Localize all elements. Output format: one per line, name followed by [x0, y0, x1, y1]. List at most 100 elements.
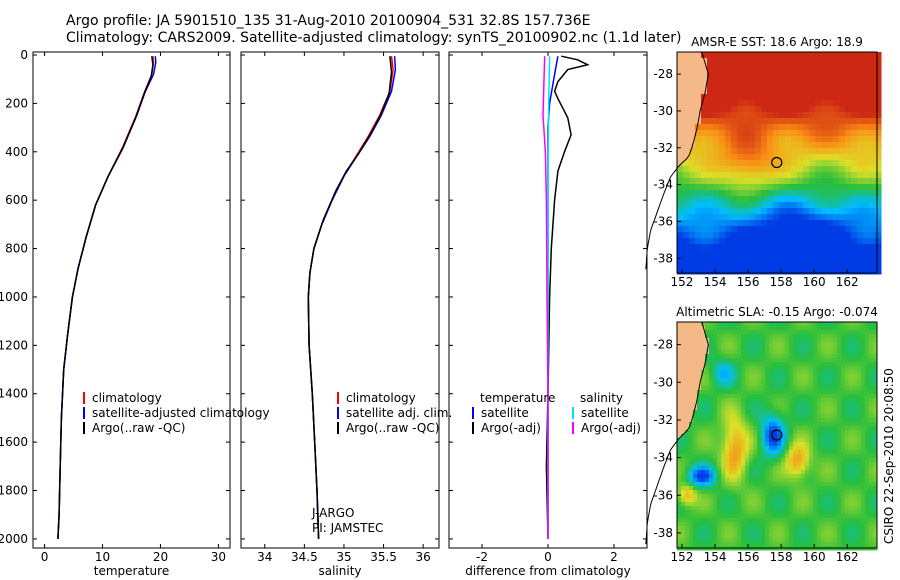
map-cell — [731, 142, 738, 149]
map-cell — [849, 474, 854, 479]
map-cell — [785, 542, 790, 547]
map-cell — [803, 220, 810, 227]
map-cell — [725, 450, 730, 455]
map-cell — [821, 82, 828, 89]
map-cell — [833, 374, 838, 379]
map-cell — [749, 334, 754, 339]
map-cell — [817, 538, 822, 543]
map-cell — [833, 58, 840, 65]
map-cell — [825, 386, 830, 391]
map-cell — [815, 178, 822, 185]
map-cell — [825, 354, 830, 359]
map-cell — [725, 70, 732, 77]
map-cell — [677, 470, 682, 475]
map-cell — [737, 250, 744, 257]
map-cell — [833, 458, 838, 463]
map-cell — [729, 386, 734, 391]
x-tick-label: 0 — [544, 550, 552, 564]
map-cell — [749, 450, 754, 455]
map-cell — [709, 394, 714, 399]
map-cell — [797, 172, 804, 179]
map-cell — [677, 112, 684, 119]
map-cell — [789, 362, 794, 367]
map-cell — [767, 88, 774, 95]
map-cell — [709, 502, 714, 507]
map-cell — [677, 172, 684, 179]
map-cell — [833, 490, 838, 495]
map-cell — [697, 414, 702, 419]
map-cell — [809, 232, 816, 239]
map-cell — [813, 350, 818, 355]
map-cell — [779, 100, 786, 107]
map-cell — [833, 442, 838, 447]
map-cell — [863, 190, 870, 197]
map-cell — [701, 506, 706, 511]
map-cell — [741, 454, 746, 459]
map-cell — [773, 494, 778, 499]
map-cell — [721, 434, 726, 439]
map-cell — [841, 454, 846, 459]
map-cell — [821, 172, 828, 179]
map-cell — [839, 256, 846, 263]
map-cell — [801, 338, 806, 343]
map-cell — [837, 510, 842, 515]
map-cell — [853, 414, 858, 419]
map-cell — [825, 370, 830, 375]
map-cell — [721, 522, 726, 527]
map-cell — [681, 422, 686, 427]
map-cell — [813, 398, 818, 403]
map-cell — [677, 390, 682, 395]
map-cell — [809, 142, 816, 149]
map-cell — [781, 406, 786, 411]
map-cell — [801, 342, 806, 347]
map-cell — [791, 202, 798, 209]
map-cell — [765, 502, 770, 507]
map-cell — [785, 430, 790, 435]
map-cell — [865, 334, 870, 339]
map-cell — [749, 262, 756, 269]
map-cell — [793, 474, 798, 479]
map-cell — [833, 542, 838, 547]
map-cell — [857, 190, 864, 197]
map-cell — [743, 70, 750, 77]
map-cell — [705, 414, 710, 419]
map-cell — [781, 330, 786, 335]
map-cell — [869, 106, 876, 113]
map-cell — [743, 88, 750, 95]
map-cell — [709, 326, 714, 331]
map-cell — [753, 446, 758, 451]
map-cell — [809, 450, 814, 455]
map-cell — [853, 326, 858, 331]
map-cell — [845, 202, 852, 209]
map-cell — [713, 76, 720, 83]
map-cell — [729, 410, 734, 415]
map-cell — [777, 370, 782, 375]
map-cell — [713, 330, 718, 335]
map-cell — [781, 474, 786, 479]
map-cell — [757, 406, 762, 411]
map-cell — [875, 64, 882, 71]
map-cell — [713, 414, 718, 419]
map-cell — [801, 458, 806, 463]
map-cell — [789, 426, 794, 431]
map-cell — [851, 94, 858, 101]
map-cell — [773, 208, 780, 215]
map-cell — [761, 494, 766, 499]
map-cell — [721, 350, 726, 355]
map-cell — [749, 402, 754, 407]
map-cell — [839, 238, 846, 245]
map-cell — [875, 214, 882, 221]
map-cell — [677, 406, 682, 411]
map-cell — [837, 542, 842, 547]
map-cell — [821, 106, 828, 113]
map-cell — [837, 438, 842, 443]
map-cell — [737, 490, 742, 495]
map-cell — [845, 526, 850, 531]
map-cell — [837, 326, 842, 331]
map-cell — [869, 394, 874, 399]
map-cell — [849, 322, 854, 327]
map-cell — [827, 220, 834, 227]
map-cell — [815, 184, 822, 191]
map-cell — [863, 208, 870, 215]
map-cell — [869, 208, 876, 215]
